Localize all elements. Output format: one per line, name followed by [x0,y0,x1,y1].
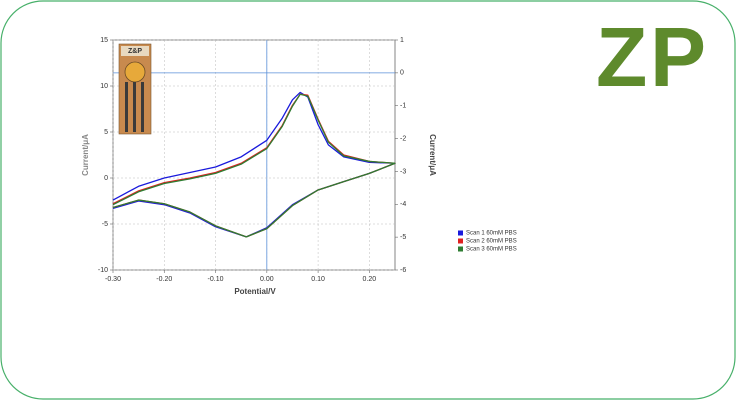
x-tick-label: 0.10 [311,276,325,283]
inset-photo: Z&P [118,43,152,135]
y-axis-title: Current/μA [81,134,90,176]
y-tick-label: 10 [100,83,108,90]
series-line [112,93,396,238]
x-tick-label: -0.30 [105,276,121,283]
legend-label: Scan 2 60mM PBS [466,239,517,245]
legend-label: Scan 1 60mM PBS [466,231,517,237]
sensor-label-bg [121,46,149,56]
y2-tick-label: 0 [400,70,404,77]
x-tick-label: 0.00 [260,276,274,283]
lead [133,82,136,132]
inset-label: Z&P [128,48,142,55]
y2-tick-label: -5 [400,234,406,241]
y2-tick-label: -1 [400,103,406,110]
x-tick-label: -0.10 [208,276,224,283]
legend-swatch [458,246,463,252]
x-tick-label: 0.20 [363,276,377,283]
y-tick-label: 15 [100,37,108,44]
y-tick-label: 0 [104,175,108,182]
legend-label: Scan 3 60mM PBS [466,247,517,253]
lead [141,82,144,132]
y-tick-label: -10 [98,267,108,274]
y2-tick-label: -6 [400,267,406,274]
y2-tick-label: -2 [400,135,406,142]
legend-swatch [458,230,463,236]
legend-swatch [458,238,463,244]
lead [125,82,128,132]
x-axis-title: Potential/V [234,287,276,296]
y2-axis-title: Current/μA [428,134,437,176]
electrode [124,61,146,83]
logo: ZP [596,10,706,104]
y2-tick-label: -3 [400,168,406,175]
y2-tick-label: 1 [400,37,404,44]
y2-tick-label: -4 [400,201,406,208]
y-tick-label: -5 [102,221,108,228]
x-tick-label: -0.20 [156,276,172,283]
y-tick-label: 5 [104,129,108,136]
